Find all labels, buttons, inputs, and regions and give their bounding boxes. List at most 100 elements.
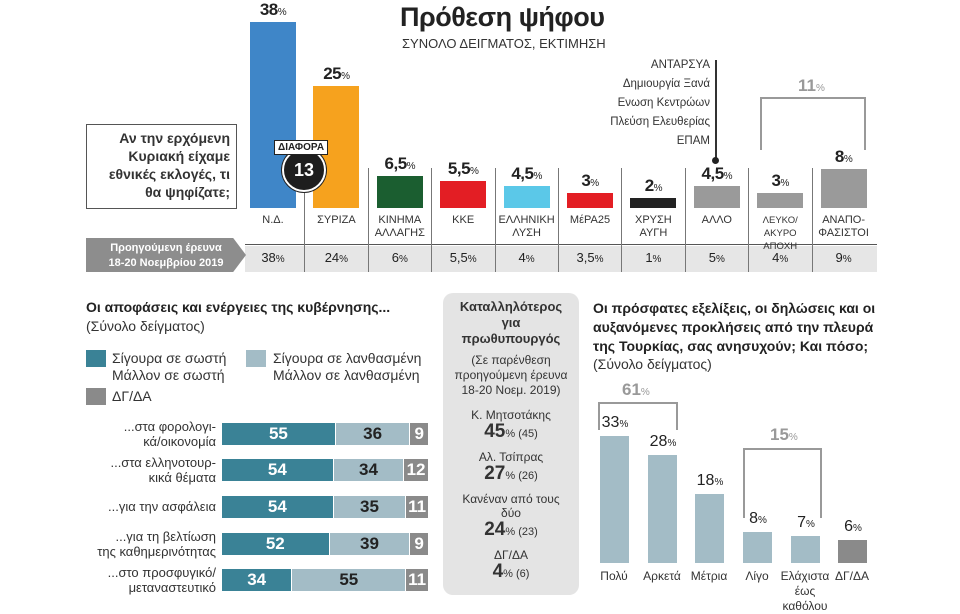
previous-value: 24% xyxy=(324,250,349,265)
stacked-bar: 55 36 9 xyxy=(222,423,429,445)
concern-label: Πολύ xyxy=(600,569,628,583)
chart-title: Πρόθεση ψήφου xyxy=(400,2,605,32)
other-parties-list: ΑΝΤΑΡΣΥΑ Δημιουργία Ξανά Ενωση Κεντρώων … xyxy=(570,56,710,151)
row-label: ...στο προσφυγικό/μεταναστευτικό xyxy=(107,565,216,595)
bracket-61-label: 61% xyxy=(622,380,650,399)
previous-value: 38% xyxy=(261,250,285,265)
concern-bar xyxy=(695,493,724,563)
party-label: ΚΙΝΗΜΑ ΑΛΛΑΓΗΣ xyxy=(374,214,425,239)
bar-segment: 55 xyxy=(292,569,407,591)
stacked-bar: 34 55 11 xyxy=(222,569,429,591)
turkey-subtitle: (Σύνολο δείγματος) xyxy=(593,356,712,372)
previous-value: 5% xyxy=(708,250,725,265)
vote-value: 3% xyxy=(771,171,790,191)
pm-value: 45% (45) xyxy=(484,421,538,442)
divider xyxy=(245,244,877,245)
legend-wrong: Σίγουρα σε λανθασμένη Μάλλον σε λανθασμέν… xyxy=(273,350,421,384)
bar-segment: 11 xyxy=(406,496,429,518)
vote-value: 5,5% xyxy=(447,159,479,179)
party-label: ΕΛΛΗΝΙΚΗ ΛΥΣΗ xyxy=(498,214,555,239)
gov-title: Οι αποφάσεις και ενέργειες της κυβέρνηση… xyxy=(86,299,391,315)
bar-segment: 12 xyxy=(404,459,429,481)
concern-label: Αρκετά xyxy=(643,569,681,583)
previous-value: 4% xyxy=(772,250,789,265)
legend-swatch-correct xyxy=(86,350,106,367)
bar-segment: 9 xyxy=(410,423,429,445)
other-party: ΑΝΤΑΡΣΥΑ xyxy=(650,59,710,71)
pm-candidate: Αλ. Τσίπρας xyxy=(478,450,544,464)
bar-segment: 54 xyxy=(222,459,334,481)
party-label: ΑΝΑΠΟ- ΦΑΣΙΣΤΟΙ xyxy=(818,214,869,239)
row-label: ...στα φορολογι-κά/οικονομία xyxy=(123,419,216,449)
other-party: Ενωση Κεντρώων xyxy=(617,97,710,109)
previous-value: 5,5% xyxy=(449,250,477,265)
question-box: Αν την ερχόμενη Κυριακή είχαμε εθνικές ε… xyxy=(86,124,237,209)
stacked-bar: 54 35 11 xyxy=(222,496,429,518)
pm-value: 24% (23) xyxy=(484,519,538,540)
pm-candidate: ΔΓ/ΔΑ xyxy=(494,548,528,562)
vote-value: 38% xyxy=(259,0,287,19)
concern-value: 6% xyxy=(844,517,862,535)
concern-bar xyxy=(648,455,677,563)
bar-segment: 34 xyxy=(222,569,293,591)
bar-segment: 55 xyxy=(222,423,336,445)
bar-segment: 54 xyxy=(222,496,334,518)
party-label: ΚΚΕ xyxy=(452,214,475,226)
concern-label: Λίγο xyxy=(745,569,769,583)
column-divider xyxy=(367,168,369,272)
legend-text: Σίγουρα σε λανθασμένη xyxy=(273,350,422,366)
party-label: ΑΛΛΟ xyxy=(701,214,732,226)
vote-bar xyxy=(376,176,423,208)
previous-value: 9% xyxy=(835,250,852,265)
vote-value: 4,5% xyxy=(701,163,733,183)
undecided-bracket xyxy=(760,97,866,150)
concern-bar xyxy=(600,435,629,563)
legend-dk: ΔΓ/ΔΑ xyxy=(112,388,152,404)
pm-title: Καταλληλότερος για πρωθυπουργός xyxy=(459,299,563,346)
column-divider xyxy=(811,168,813,272)
concern-bar xyxy=(791,536,820,563)
vote-value: 2% xyxy=(644,176,663,196)
row-label: ...για την ασφάλεια xyxy=(107,499,216,514)
pm-candidate: Κανέναν από τους δύο xyxy=(462,492,560,520)
difference-value: 13 xyxy=(282,148,326,192)
legend-text: Σίγουρα σε σωστή xyxy=(112,350,227,366)
previous-value: 6% xyxy=(391,250,408,265)
bar-segment: 11 xyxy=(406,569,429,591)
gov-subtitle: (Σύνολο δείγματος) xyxy=(86,318,205,334)
row-label: ...για τη βελτίωση της καθημερινότητας xyxy=(97,529,216,559)
vote-bar xyxy=(567,193,613,208)
other-party: ΕΠΑΜ xyxy=(676,135,710,147)
party-label: Ν.Δ. xyxy=(262,214,284,226)
previous-row xyxy=(245,246,877,272)
vote-bar xyxy=(503,185,550,208)
column-divider xyxy=(558,168,559,272)
concern-value: 33% xyxy=(601,413,629,431)
vote-value: 8% xyxy=(834,146,853,166)
bar-segment: 36 xyxy=(335,423,411,445)
legend-swatch-wrong xyxy=(246,350,266,367)
pm-rows: Κ. Μητσοτάκης 45% (45) Αλ. Τσίπρας 27% (26)… xyxy=(443,408,579,584)
bar-segment: 9 xyxy=(410,533,429,555)
vote-bar xyxy=(630,198,677,208)
stacked-bar: 52 39 9 xyxy=(222,533,429,555)
concern-value: 28% xyxy=(649,433,677,451)
column-divider xyxy=(684,168,686,272)
pm-value: 27% (26) xyxy=(484,463,538,484)
bar-segment: 34 xyxy=(333,459,405,481)
pm-value: 4% (6) xyxy=(492,561,530,582)
column-divider xyxy=(431,168,433,272)
column-divider xyxy=(494,168,496,272)
concern-value: 8% xyxy=(749,510,767,528)
vote-value: 4,5% xyxy=(511,163,542,183)
bracket-15-label: 15% xyxy=(770,425,798,444)
concern-label: Μέτρια xyxy=(690,569,728,583)
bar-segment: 39 xyxy=(329,533,411,555)
vote-value: 25% xyxy=(323,63,350,83)
vote-bar xyxy=(693,185,740,208)
other-party: Δημιουργία Ξανά xyxy=(622,78,710,90)
bar-segment: 52 xyxy=(222,533,330,555)
turkey-title: Οι πρόσφατες εξελίξεις, οι δηλώσεις και … xyxy=(593,300,876,354)
legend-text: Μάλλον σε σωστή xyxy=(112,367,225,383)
pm-note: (Σε παρένθεση προηγούμενη έρευνα 18-20 Ν… xyxy=(454,353,568,397)
